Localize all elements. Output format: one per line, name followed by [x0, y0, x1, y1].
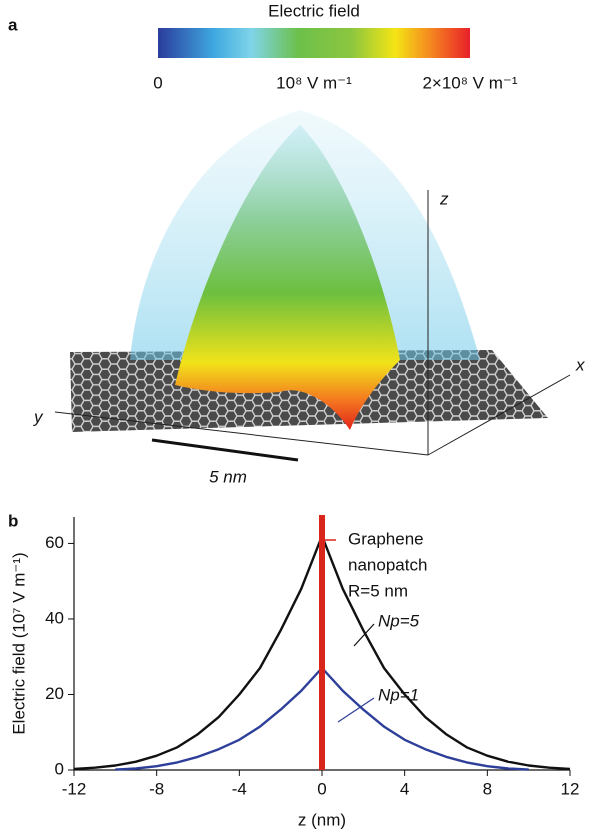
panel-label: b: [8, 511, 18, 530]
x-tick-label: 8: [483, 779, 492, 798]
x-tick-label: -12: [62, 779, 87, 798]
annotation: R=5 nm: [348, 581, 408, 600]
legend-leader: [353, 623, 375, 647]
y-tick-label: 40: [45, 608, 64, 627]
z-label: z: [439, 189, 449, 208]
y-axis: [54, 411, 429, 456]
legend-label: Np=1: [378, 685, 419, 704]
panel-label: a: [8, 15, 18, 34]
scale-bar-label: 5 nm: [209, 467, 247, 486]
x-tick-label: 12: [561, 779, 580, 798]
x-tick-label: 4: [400, 779, 409, 798]
graphene-patch: [319, 515, 325, 770]
x-axis-label: z (nm): [298, 810, 346, 829]
colorbar-tick-label: 10⁸ V m⁻¹: [276, 73, 352, 92]
x-tick-label: 0: [317, 779, 326, 798]
colorbar: [158, 28, 470, 58]
y-label: y: [33, 407, 44, 426]
legend-leader: [337, 697, 375, 723]
y-tick-label: 60: [45, 533, 64, 552]
x-axis: [427, 374, 571, 456]
x-label: x: [575, 355, 585, 374]
legend-label: Np=5: [378, 611, 420, 630]
field-cone: [175, 125, 400, 430]
colorbar-title: Electric field: [268, 1, 360, 20]
y-axis-label: Electric field (10⁷ V m⁻¹): [9, 552, 28, 734]
colorbar-tick-label: 0: [153, 73, 162, 92]
x-tick-label: -4: [232, 779, 247, 798]
colorbar-tick-label: 2×10⁸ V m⁻¹: [422, 73, 517, 92]
annotation: Graphene: [348, 529, 424, 548]
y-tick-label: 20: [45, 684, 64, 703]
x-tick-label: -8: [149, 779, 164, 798]
scale-bar: [151, 438, 299, 462]
y-tick-label: 0: [55, 759, 64, 778]
annotation: nanopatch: [348, 555, 427, 574]
